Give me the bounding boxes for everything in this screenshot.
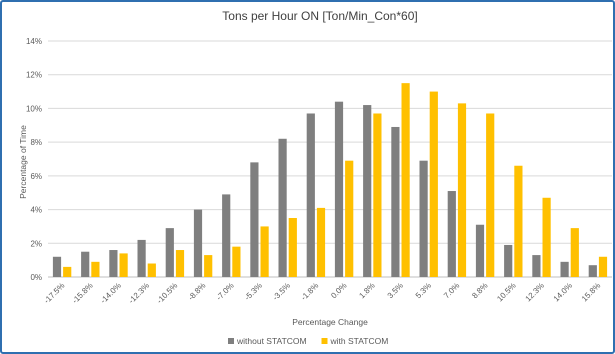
bar-with-statcom [119,253,128,277]
bar-without-statcom [306,113,315,277]
bar-without-statcom [504,244,513,277]
x-tick-label: 14.0% [552,281,574,303]
x-tick-label: 10.5% [495,281,517,303]
bar-with-statcom [401,83,410,278]
x-tick-label: -14.0% [99,281,123,305]
bar-without-statcom [334,101,344,277]
bar-without-statcom [363,105,372,277]
y-tick-label: 4% [30,206,42,215]
chart-title: Tons per Hour ON [Ton/Min_Con*60] [222,9,417,23]
x-tick-label: -1.8% [299,281,320,302]
bar-without-statcom [109,250,118,277]
x-tick-label: 1.8% [357,281,376,300]
bar-without-statcom [250,162,259,277]
bar-with-statcom [598,256,608,277]
bar-without-statcom [52,256,62,277]
legend-label-with-statcom: with STATCOM [330,336,389,346]
bar-without-statcom [81,251,90,277]
y-tick-label: 10% [26,104,42,113]
bar-with-statcom [175,250,185,277]
x-tick-label: -7.0% [215,281,236,302]
y-tick-label: 2% [30,239,42,248]
bar-with-statcom [373,113,382,277]
bar-with-statcom [232,246,241,277]
bar-without-statcom [419,160,428,277]
gridlines [48,40,612,278]
bar-with-statcom [429,91,438,277]
bar-without-statcom [447,191,456,277]
x-tick-label: -15.8% [70,281,94,305]
legend-label-without-statcom: without STATCOM [236,336,307,346]
x-tick-label: 12.3% [524,281,546,303]
x-tick-label: 3.5% [386,281,405,300]
bar-with-statcom [288,218,297,277]
bar-with-statcom [63,266,72,277]
bar-without-statcom [165,228,174,277]
bar-with-statcom [486,113,495,277]
x-tick-label: 7.0% [442,281,461,300]
bar-without-statcom [588,265,597,277]
bar-with-statcom [345,160,354,277]
legend: without STATCOM with STATCOM [228,336,388,346]
x-tick-label: -17.5% [42,281,66,305]
bar-without-statcom [278,138,287,277]
y-tick-label: 8% [30,138,42,147]
x-tick-label: -3.5% [271,281,292,302]
x-tick-label: -10.5% [155,281,179,305]
y-tick-label: 6% [30,172,42,181]
y-tick-label: 0% [30,273,42,282]
bars [52,83,608,278]
x-tick-label: 8.8% [470,281,489,300]
x-tick-label: -8.8% [186,281,207,302]
x-tick-label: -5.3% [243,281,264,302]
x-tick-label: 0.0% [329,281,348,300]
x-tick-label: -12.3% [127,281,151,305]
y-tick-label: 12% [26,71,42,80]
legend-swatch-with-statcom [321,338,328,344]
bar-without-statcom [222,194,231,277]
bar-without-statcom [391,126,400,277]
y-tick-label: 14% [26,37,42,46]
x-axis-ticks: -17.5% -15.8% -14.0% -12.3% -10.5% -8.8% -7.0%… [42,281,602,305]
bar-with-statcom [514,165,523,277]
bar-with-statcom [91,261,100,277]
bar-without-statcom [193,209,203,277]
x-tick-label: 15.8% [580,281,602,303]
y-axis-ticks: 0% 2% 4% 6% 8% 10% 12% 14% [26,37,42,282]
legend-swatch-without-statcom [228,338,234,344]
bar-with-statcom [204,255,213,277]
x-tick-label: 5.3% [414,281,433,300]
bar-with-statcom [260,226,269,277]
bar-with-statcom [542,197,551,277]
x-axis-label: Percentage Change [292,317,368,327]
bar-with-statcom [570,228,579,277]
bar-without-statcom [532,255,541,277]
bar-with-statcom [147,263,156,277]
bar-without-statcom [560,261,569,277]
bar-without-statcom [475,224,485,277]
bar-with-statcom [316,207,326,277]
bar-with-statcom [457,103,467,277]
bar-without-statcom [137,239,146,277]
y-axis-label: Percentage of Time [18,125,28,199]
